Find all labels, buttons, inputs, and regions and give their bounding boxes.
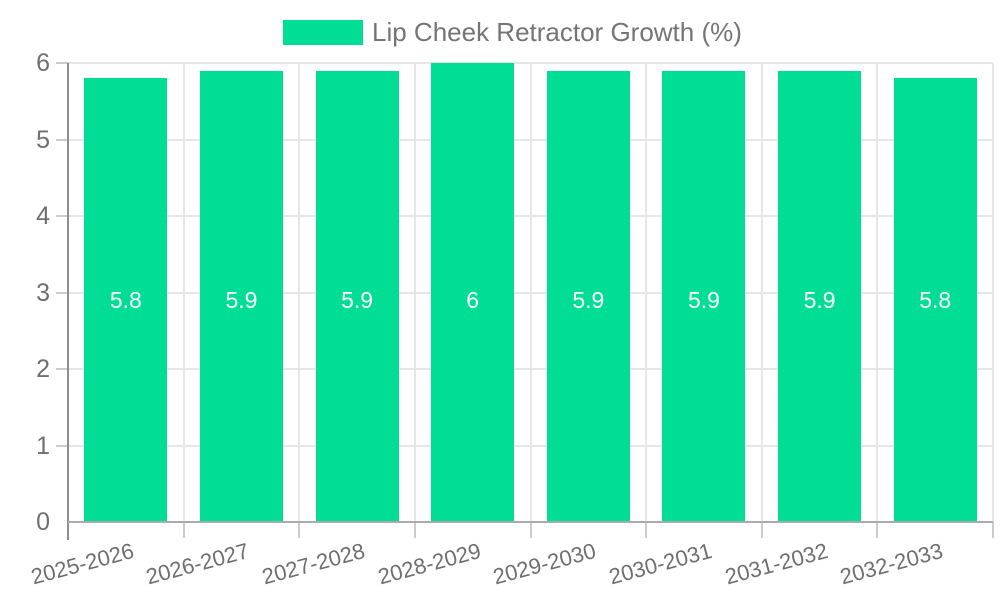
bar-value-label: 5.9	[803, 287, 836, 313]
x-gridline	[876, 63, 879, 522]
x-tick-mark	[645, 522, 648, 538]
x-tick-mark	[992, 522, 994, 538]
x-tick-mark	[876, 522, 879, 538]
y-axis-line	[67, 63, 69, 540]
y-tick-mark	[56, 215, 68, 217]
bar-value-label: 6	[466, 287, 480, 313]
bar[interactable]	[199, 70, 283, 522]
chart-legend: Lip Cheek Retractor Growth (%)	[283, 16, 742, 47]
y-axis-tick-label: 3	[36, 278, 50, 307]
bar[interactable]	[662, 70, 746, 522]
y-tick-mark	[56, 368, 68, 370]
bar[interactable]	[315, 70, 399, 522]
x-tick-mark	[413, 522, 416, 538]
x-tick-mark	[182, 522, 185, 538]
x-gridline	[760, 63, 763, 522]
x-tick-mark	[298, 522, 301, 538]
bar-value-label: 5.9	[687, 287, 720, 313]
legend-swatch	[283, 19, 363, 45]
y-axis-tick-label: 2	[36, 355, 50, 383]
bar-value-label: 5.9	[341, 287, 374, 313]
x-gridline	[413, 63, 416, 522]
x-gridline	[992, 63, 994, 522]
x-gridline	[645, 63, 648, 522]
bar-value-label: 5.8	[919, 287, 952, 313]
x-gridline	[182, 63, 185, 522]
bar[interactable]	[546, 70, 630, 522]
legend-label: Lip Cheek Retractor Growth (%)	[372, 16, 742, 47]
x-tick-mark	[529, 522, 532, 538]
bar-value-label: 5.8	[109, 287, 142, 313]
x-gridline	[298, 63, 301, 522]
x-axis-baseline	[68, 521, 993, 523]
y-tick-mark	[56, 138, 68, 141]
x-gridline	[529, 63, 532, 522]
y-tick-mark	[56, 291, 68, 294]
bar[interactable]	[893, 78, 977, 522]
y-tick-mark	[56, 62, 68, 64]
y-axis-tick-label: 1	[36, 431, 50, 460]
y-axis-tick-label: 4	[36, 202, 50, 230]
y-axis-tick-label: 0	[36, 508, 50, 536]
y-axis-tick-label: 5	[36, 125, 50, 154]
y-axis-tick-label: 6	[36, 49, 50, 77]
bar[interactable]	[778, 70, 862, 522]
bar-value-label: 5.9	[572, 287, 605, 313]
y-tick-mark	[56, 444, 68, 447]
x-tick-mark	[760, 522, 763, 538]
bar[interactable]	[84, 78, 168, 522]
bar-value-label: 5.9	[225, 287, 258, 313]
bar[interactable]	[431, 63, 515, 522]
